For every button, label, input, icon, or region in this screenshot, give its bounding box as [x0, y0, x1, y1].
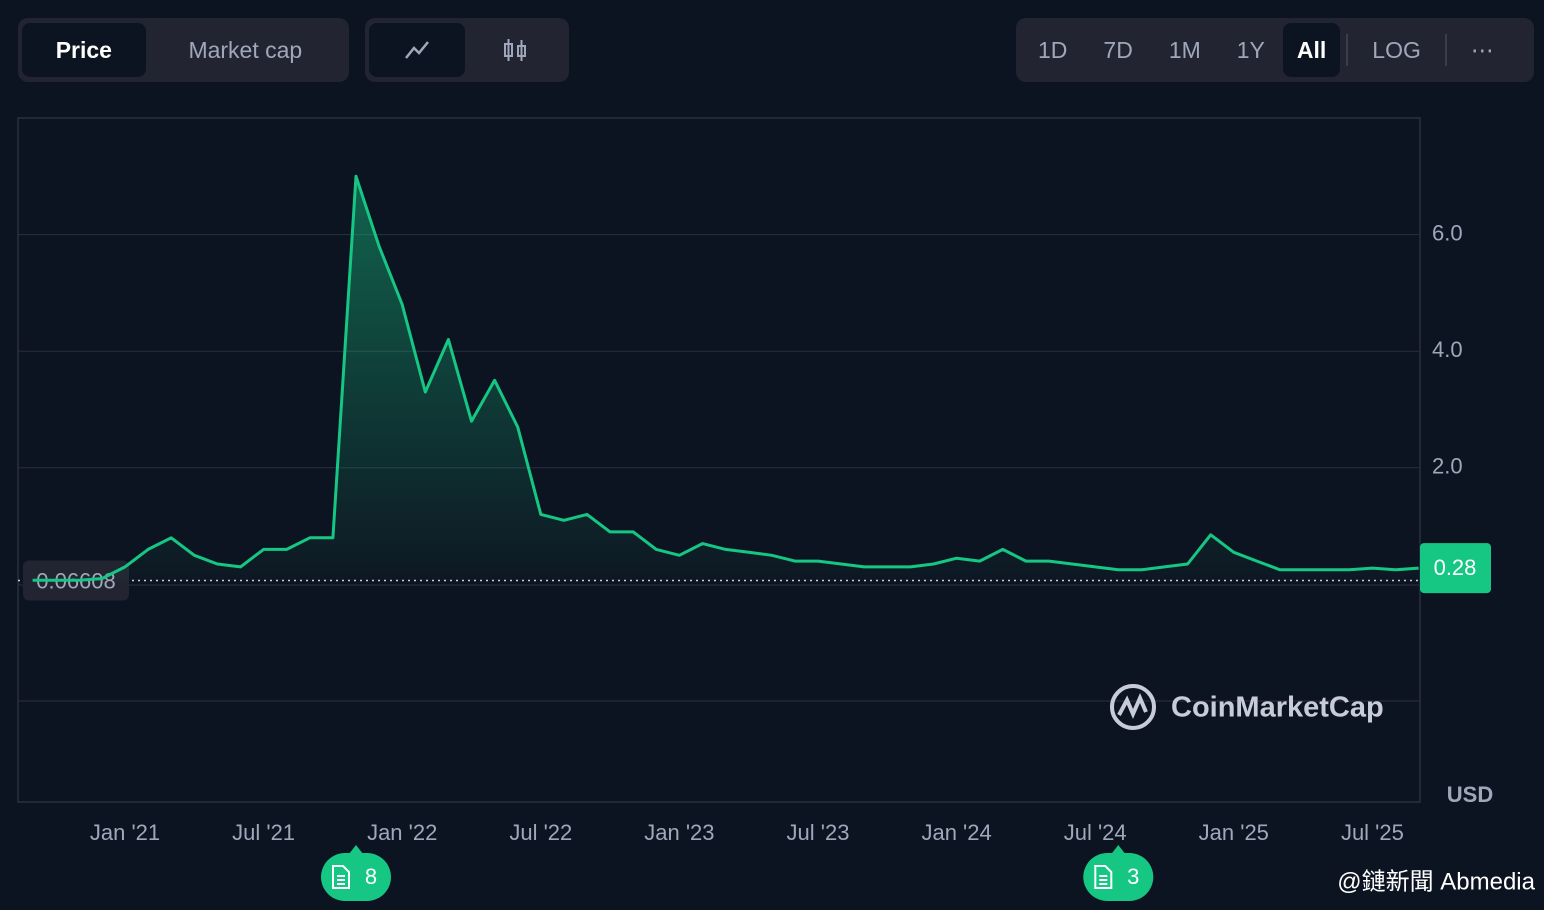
- separator: [1444, 34, 1447, 66]
- last-price-badge: [1420, 543, 1491, 594]
- chart-type-toggle: [365, 18, 569, 82]
- line-chart-button[interactable]: [369, 23, 465, 77]
- range-button[interactable]: 1M: [1168, 36, 1201, 63]
- reference-badge: [23, 560, 129, 601]
- y-tick-label: 4.0: [1432, 337, 1463, 362]
- doc-icon: [1094, 865, 1113, 889]
- y-tick-label: 2.0: [1432, 454, 1463, 479]
- event-badge: 3: [1083, 845, 1154, 901]
- log-button[interactable]: LOG: [1372, 36, 1421, 63]
- last-price-label: 0.28: [1434, 555, 1477, 580]
- event-pill: [1083, 853, 1154, 901]
- price-line: [32, 174, 1419, 582]
- event-pill: [321, 853, 391, 901]
- reference-label: 0.06608: [36, 568, 116, 593]
- x-tick-label: Jan '24: [921, 820, 991, 845]
- more-button[interactable]: ⋯: [1470, 36, 1494, 63]
- view-toggle: Price Market cap: [18, 18, 349, 82]
- market-cap-button[interactable]: Market cap: [188, 36, 303, 63]
- range-button[interactable]: 7D: [1103, 36, 1133, 63]
- price-area: [32, 176, 1419, 581]
- candle-chart-button[interactable]: [465, 23, 565, 77]
- event-count: 8: [365, 864, 377, 889]
- doc-icon: [332, 865, 350, 889]
- x-tick-label: Jan '23: [644, 820, 714, 845]
- x-tick-label: Jul '24: [1064, 820, 1127, 845]
- watermark: CoinMarketCap: [1171, 692, 1384, 724]
- x-tick-label: Jan '21: [90, 820, 160, 845]
- x-tick-label: Jan '22: [367, 820, 437, 845]
- candle-icon: [504, 39, 526, 61]
- line-icon: [405, 41, 429, 59]
- event-count: 3: [1127, 864, 1139, 889]
- x-tick-label: Jul '22: [509, 820, 572, 845]
- plot-frame: [17, 117, 1421, 803]
- unit-label: USD: [1447, 782, 1493, 807]
- event-pointer: [1111, 845, 1126, 854]
- range-toggle: 1D 7D 1M 1Y All LOG ⋯: [1016, 18, 1534, 82]
- x-tick-label: Jan '25: [1199, 820, 1269, 845]
- x-tick-label: Jul '21: [232, 820, 295, 845]
- range-button[interactable]: 1D: [1038, 36, 1068, 63]
- separator: [1346, 34, 1349, 66]
- event-pointer: [349, 845, 363, 854]
- price-button[interactable]: Price: [22, 23, 146, 77]
- range-button[interactable]: 1Y: [1236, 36, 1265, 63]
- y-tick-label: 6.0: [1432, 220, 1463, 245]
- x-tick-label: Jul '25: [1341, 820, 1404, 845]
- credit: @鏈新聞 Abmedia: [1337, 868, 1535, 895]
- range-button[interactable]: All: [1282, 23, 1341, 77]
- logo-mark: [1110, 684, 1156, 730]
- event-badge: 8: [321, 845, 391, 901]
- x-tick-label: Jul '23: [787, 820, 850, 845]
- logo-wave: [1117, 692, 1148, 720]
